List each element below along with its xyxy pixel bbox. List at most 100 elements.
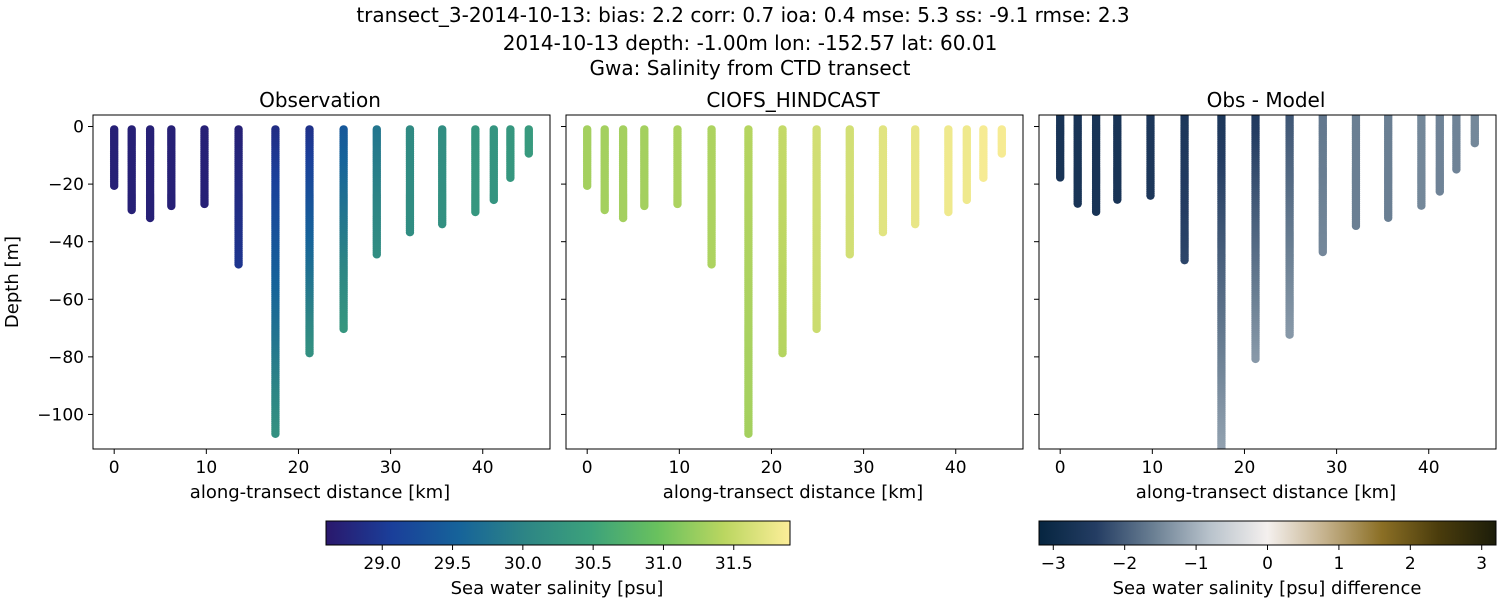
colorbar-label-difference: Sea water salinity [psu] difference (1113, 578, 1422, 599)
colorbar-tick-label: 29.0 (363, 554, 401, 574)
data-point (127, 205, 136, 215)
panel-title-ciofs-hindcast: CIOFS_HINDCAST (706, 88, 880, 112)
x-tick-label: 20 (1234, 458, 1256, 478)
data-point (997, 149, 1007, 158)
panel-obs-minus-model: Obs - Model along-transect distance [km]… (1034, 88, 1497, 503)
data-point (744, 429, 753, 438)
data-point (1417, 201, 1426, 210)
colorbar-tick-label: 30.0 (504, 554, 542, 574)
data-point (200, 199, 209, 209)
data-point (1351, 221, 1361, 231)
data-point (1285, 330, 1294, 339)
axes-frame (565, 114, 1024, 450)
data-point (1073, 199, 1082, 208)
colorbar-difference: Sea water salinity [psu] difference −3 −2… (1038, 520, 1497, 599)
x-tick-label: 30 (853, 458, 875, 478)
cast-markers (582, 125, 1007, 438)
x-tick-label: 30 (380, 458, 402, 478)
data-point (1435, 187, 1444, 196)
data-point (437, 219, 447, 229)
colorbar-tick-label: 0 (1262, 554, 1273, 574)
data-point (582, 181, 592, 191)
colorbar-tick-label: 31.5 (715, 554, 753, 574)
x-tick-label: 20 (288, 458, 310, 478)
cast-markers (1055, 115, 1480, 449)
data-point (673, 199, 682, 209)
x-axis-label-observation: along-transect distance [km] (190, 482, 450, 503)
data-point (305, 348, 314, 358)
data-point (1251, 354, 1260, 364)
colorbar-tick-label: −1 (1184, 554, 1209, 574)
data-point (405, 227, 415, 237)
x-tick-label: 40 (945, 458, 967, 478)
figure-title-line-3: Gwa: Salinity from CTD transect (590, 56, 911, 80)
data-point (1180, 255, 1189, 265)
y-tick-label: −100 (37, 405, 84, 425)
figure-title-line-2: 2014-10-13 depth: -1.00m lon: -152.57 la… (503, 31, 998, 55)
data-point (234, 260, 243, 269)
cast-markers (109, 125, 534, 438)
x-tick-label: 0 (1055, 458, 1066, 478)
colorbar-tick-label: −3 (1041, 554, 1066, 574)
data-point (618, 213, 628, 223)
data-point (707, 260, 716, 269)
data-point (600, 205, 609, 215)
data-point (944, 207, 953, 217)
y-axis-label: Depth [m] (2, 236, 23, 328)
panel-title-obs-minus-model: Obs - Model (1207, 88, 1326, 112)
data-point (1217, 443, 1226, 449)
data-point (1452, 165, 1461, 174)
data-point (489, 195, 498, 205)
data-point (1113, 195, 1122, 204)
x-tick-label: 40 (472, 458, 494, 478)
colorbar-gradient (1038, 520, 1497, 546)
y-tick-label: −60 (48, 290, 84, 310)
y-tick-label: 0 (73, 118, 84, 138)
data-point (506, 173, 515, 182)
panel-ciofs-hindcast: CIOFS_HINDCAST along-transect distance [… (561, 88, 1024, 503)
colorbar-tick-label: 1 (1333, 554, 1344, 574)
data-point (878, 227, 888, 237)
x-tick-label: 0 (582, 458, 593, 478)
x-tick-label: 10 (196, 458, 218, 478)
x-tick-label: 40 (1418, 458, 1440, 478)
colorbar-tick-label: 2 (1405, 554, 1416, 574)
colorbar-tick-label: 29.5 (434, 554, 472, 574)
data-point (271, 429, 280, 438)
data-point (1318, 247, 1327, 257)
y-tick-label: −40 (48, 233, 84, 253)
data-point (524, 149, 534, 158)
data-point (778, 348, 787, 358)
x-tick-label: 30 (1326, 458, 1348, 478)
colorbar-tick-label: 30.5 (574, 554, 612, 574)
colorbar-tick-label: 3 (1476, 554, 1487, 574)
data-point (109, 181, 119, 191)
data-point (1383, 213, 1393, 222)
data-point (910, 219, 920, 229)
data-point (145, 213, 155, 223)
x-tick-label: 10 (669, 458, 691, 478)
figure-title-line-1: transect_3-2014-10-13: bias: 2.2 corr: 0… (356, 3, 1129, 27)
x-tick-label: 20 (761, 458, 783, 478)
data-point (167, 201, 176, 211)
colorbar-tick-label: −2 (1112, 554, 1137, 574)
data-point (640, 201, 649, 211)
data-point (962, 195, 971, 205)
axes-frame (1038, 114, 1497, 450)
x-tick-label: 0 (109, 458, 120, 478)
axes-frame (92, 114, 551, 450)
data-point (471, 207, 480, 217)
x-axis-label-obs-minus-model: along-transect distance [km] (1136, 482, 1396, 503)
data-point (372, 250, 381, 259)
panel-observation: Observation along-transect distance [km]… (2, 88, 551, 503)
data-point (339, 324, 348, 334)
y-tick-label: −80 (48, 348, 84, 368)
data-point (979, 173, 988, 182)
panel-title-observation: Observation (259, 88, 381, 112)
data-point (845, 250, 854, 259)
data-point (1055, 173, 1065, 182)
colorbar-label-salinity: Sea water salinity [psu] (451, 578, 664, 599)
colorbar-tick-label: 31.0 (645, 554, 683, 574)
